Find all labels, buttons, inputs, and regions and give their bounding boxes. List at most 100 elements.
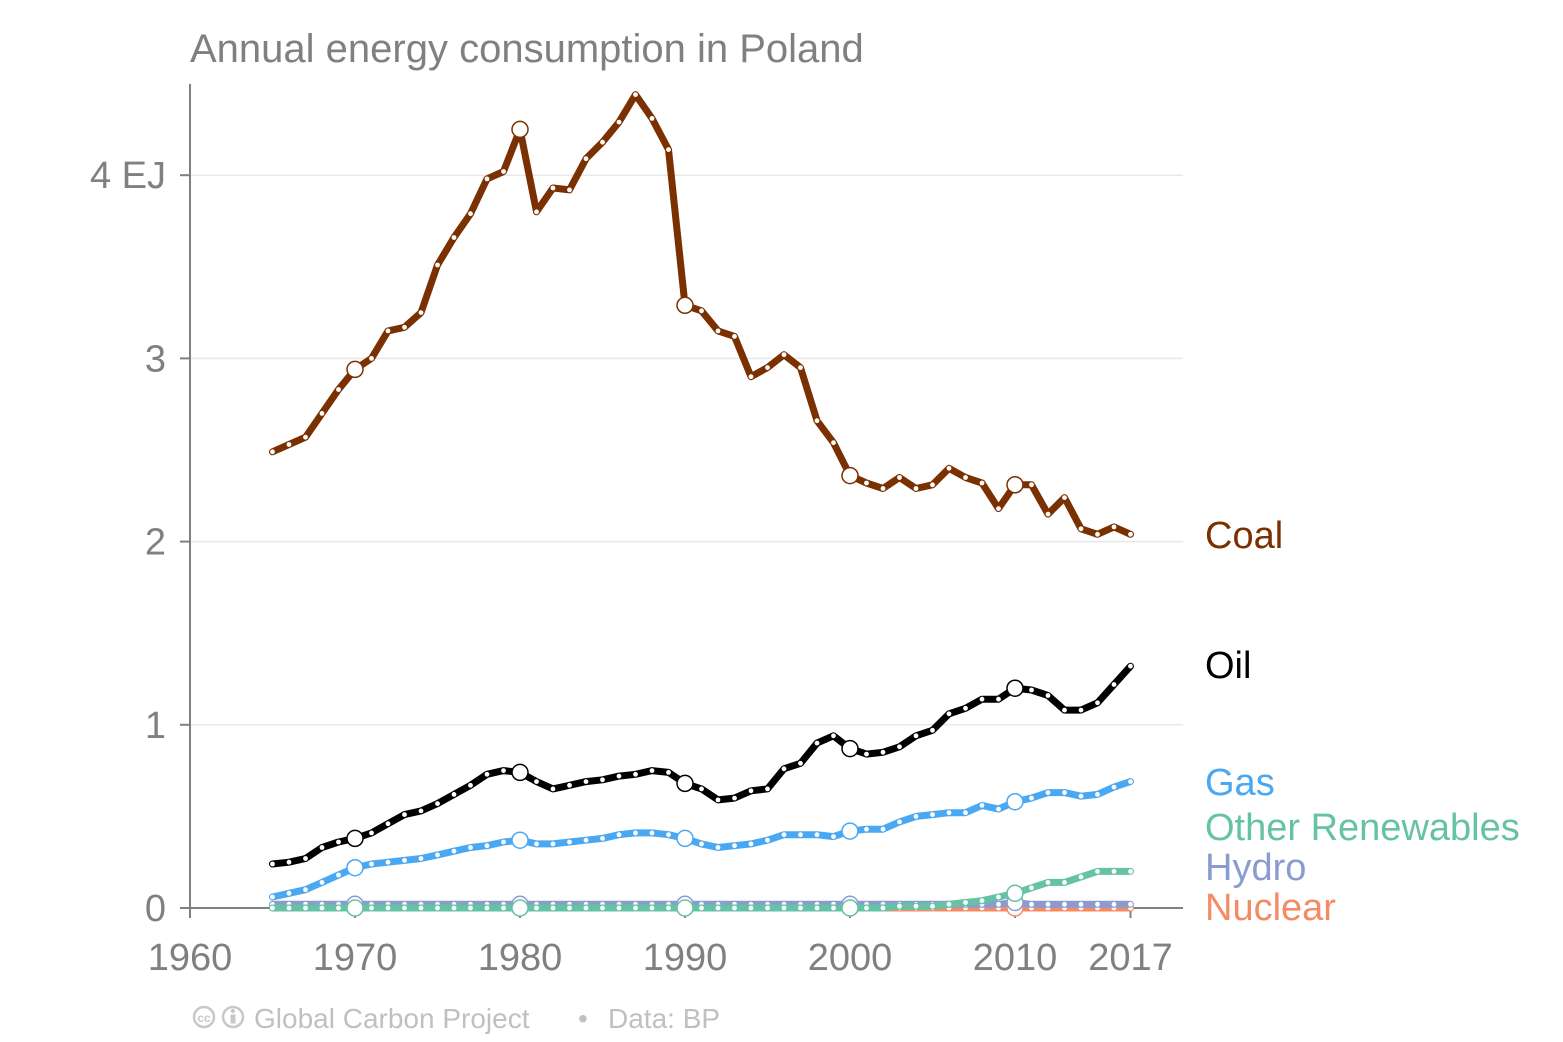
data-point (550, 905, 556, 911)
data-point (814, 905, 820, 911)
y-tick-label: 0 (145, 888, 166, 930)
data-point (666, 905, 671, 911)
data-point (402, 324, 407, 330)
data-point (451, 235, 457, 240)
end-label-gas: Gas (1205, 762, 1275, 804)
data-point (1111, 901, 1117, 907)
data-point (270, 861, 275, 867)
data-point (897, 819, 902, 825)
data-point (996, 696, 1001, 702)
data-point (897, 475, 902, 480)
data-point (319, 905, 325, 911)
data-point (715, 328, 721, 334)
data-point-marker (676, 899, 694, 917)
data-point (831, 905, 836, 911)
data-point-marker (1006, 476, 1024, 494)
data-point (1062, 495, 1067, 500)
data-point-marker (346, 829, 364, 848)
data-point (600, 905, 605, 911)
data-point (369, 861, 374, 867)
data-point (864, 826, 869, 832)
data-point (501, 768, 506, 773)
data-point-marker (511, 899, 529, 917)
data-point (1045, 880, 1051, 885)
data-point (1045, 790, 1051, 795)
series-oil (269, 662, 1134, 868)
data-point (666, 770, 671, 775)
data-point (286, 859, 292, 865)
data-point (534, 905, 539, 911)
data-point (748, 788, 754, 794)
data-point (1029, 885, 1034, 891)
data-point (319, 880, 325, 885)
data-point (880, 826, 886, 832)
data-point (435, 801, 440, 806)
data-point (550, 841, 556, 847)
data-point (732, 843, 737, 849)
data-point (616, 905, 622, 911)
data-point (831, 733, 836, 739)
data-point (567, 839, 572, 845)
series-gas (269, 778, 1134, 901)
data-point (286, 442, 292, 447)
data-point (369, 830, 374, 836)
data-point (897, 744, 902, 750)
data-point (831, 834, 836, 839)
data-point (633, 905, 638, 911)
data-point (979, 898, 985, 904)
end-label-coal: Coal (1205, 515, 1283, 557)
data-point (765, 786, 770, 792)
data-point (1029, 687, 1034, 693)
data-point (798, 365, 803, 370)
data-point (1078, 901, 1084, 907)
data-point (666, 832, 671, 838)
data-point (270, 894, 275, 900)
data-point (765, 837, 770, 843)
data-point (913, 733, 919, 739)
x-tick-label: 1990 (643, 937, 728, 979)
data-point (303, 887, 308, 893)
data-point (996, 806, 1001, 812)
data-point (649, 905, 655, 911)
data-point (402, 905, 407, 911)
data-point (1062, 901, 1067, 907)
data-point (501, 905, 506, 911)
data-point-marker (841, 739, 859, 758)
data-point (1111, 682, 1117, 687)
data-point (996, 901, 1001, 907)
data-point (930, 812, 935, 817)
data-point (1045, 511, 1051, 517)
data-point (781, 905, 787, 911)
data-point (715, 845, 721, 850)
data-point-marker (1006, 884, 1024, 903)
data-point-marker (676, 774, 694, 793)
data-point-marker (676, 296, 694, 315)
data-point (814, 832, 820, 838)
series-lines (269, 91, 1134, 917)
data-point (930, 482, 935, 488)
data-point (402, 858, 407, 863)
data-point-marker (841, 822, 859, 840)
data-point (996, 894, 1001, 900)
data-point (781, 766, 787, 772)
data-point (501, 839, 506, 845)
series-line-gas (269, 778, 1134, 901)
data-point (1095, 700, 1100, 706)
data-point (435, 262, 440, 268)
svg-text:cc: cc (197, 1011, 211, 1025)
x-tick-label: 1960 (148, 937, 233, 979)
data-point (319, 411, 325, 416)
data-point (600, 139, 605, 145)
data-point (864, 480, 869, 486)
y-tick-label: 2 (145, 522, 166, 564)
end-label-nuclear: Nuclear (1205, 887, 1336, 929)
data-point (303, 856, 308, 861)
x-tick-label: 1970 (313, 937, 398, 979)
data-point (435, 852, 440, 858)
data-point (567, 905, 572, 911)
data-point (732, 905, 737, 911)
data-point (385, 859, 391, 865)
data-point (303, 905, 308, 911)
data-point (1078, 874, 1084, 880)
